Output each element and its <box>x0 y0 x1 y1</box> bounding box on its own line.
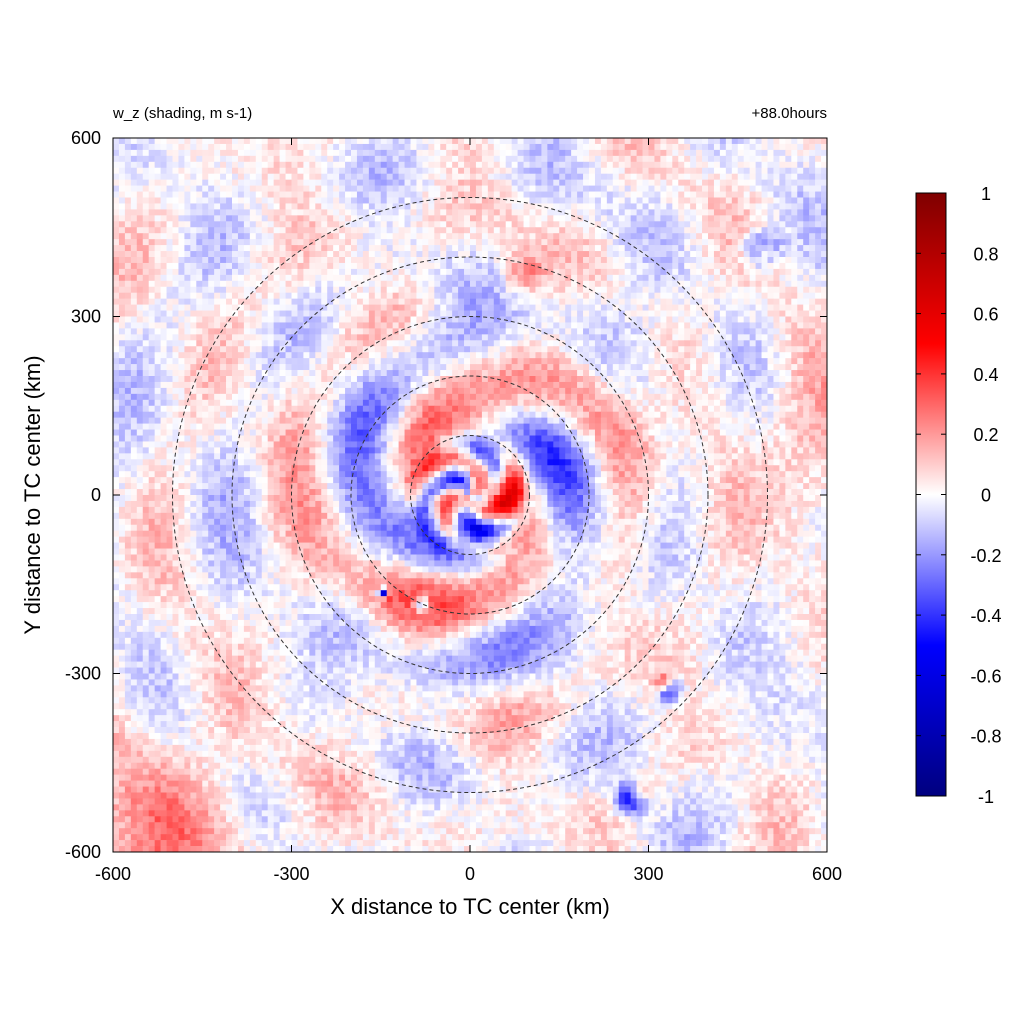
colorbar-tick-label: 1 <box>981 184 991 204</box>
x-tick-label: 300 <box>633 864 663 884</box>
reference-circle-500km <box>172 197 768 793</box>
colorbar-tick-label: 0.6 <box>973 305 998 325</box>
x-tick-label: -300 <box>273 864 309 884</box>
colorbar: 1 0.8 0.6 0.4 0.2 0 -0.2 -0.4 -0.6 -0.8 -1 <box>915 184 1002 807</box>
reference-circle-100km <box>410 435 530 555</box>
colorbar-tick-label: -0.2 <box>970 546 1001 566</box>
y-tick-label: -300 <box>65 664 101 684</box>
reference-circles <box>172 197 768 793</box>
y-axis-title: Y distance to TC center (km) <box>20 355 45 634</box>
colorbar-tick-label: 0.4 <box>973 365 998 385</box>
x-tick-label: 600 <box>812 864 842 884</box>
y-tick-label: 600 <box>71 128 101 148</box>
chart-title: w_z (shading, m s-1) <box>112 105 252 122</box>
colorbar-tick-label: -0.4 <box>970 606 1001 626</box>
heatmap-field <box>113 138 827 852</box>
x-axis: -600 -300 0 300 600 <box>95 138 842 884</box>
colorbar-tick-label: -1 <box>978 787 994 807</box>
time-label: +88.0hours <box>752 105 827 122</box>
y-tick-label: 300 <box>71 307 101 327</box>
reference-circle-400km <box>231 256 709 734</box>
x-tick-label: -600 <box>95 864 131 884</box>
x-tick-label: 0 <box>465 864 475 884</box>
colorbar-tick-label: -0.6 <box>970 666 1001 686</box>
colorbar-tick-label: 0.2 <box>973 425 998 445</box>
colorbar-tick-label: 0.8 <box>973 244 998 264</box>
x-axis-title: X distance to TC center (km) <box>330 894 610 919</box>
reference-circle-200km <box>350 375 590 615</box>
y-tick-label: -600 <box>65 842 101 862</box>
y-tick-label: 0 <box>91 485 101 505</box>
reference-circle-300km <box>291 316 649 674</box>
colorbar-tick-label: 0 <box>981 486 991 506</box>
plot-area <box>112 137 828 853</box>
y-axis: 600 300 0 -300 -600 <box>65 128 827 862</box>
colorbar-tick-label: -0.8 <box>970 727 1001 747</box>
